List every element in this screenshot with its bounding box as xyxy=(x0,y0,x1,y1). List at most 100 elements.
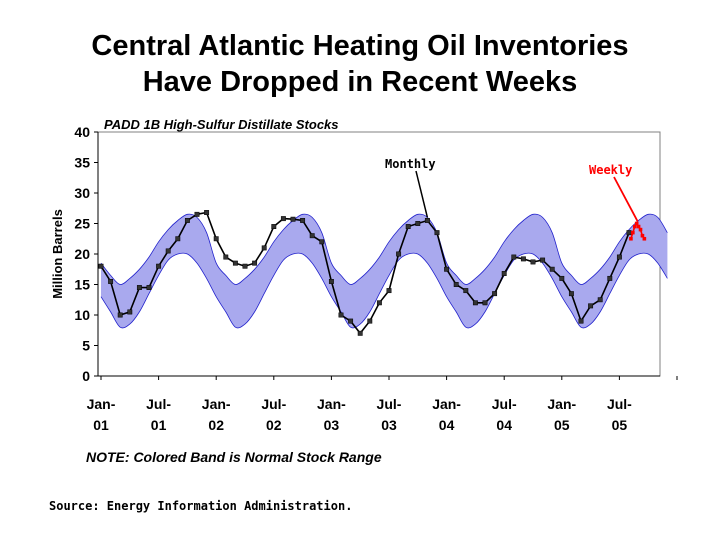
x-tick-label-month: Jan- xyxy=(202,396,231,412)
monthly-data-point xyxy=(348,318,354,324)
x-tick-label-month: Jul- xyxy=(261,396,286,412)
monthly-data-point xyxy=(175,236,181,242)
x-tick-label-month: Jul- xyxy=(377,396,402,412)
y-axis-label: Million Barrels xyxy=(50,209,65,299)
monthly-data-point xyxy=(117,312,123,318)
monthly-annotation-arrow xyxy=(415,170,429,218)
x-tick-label-year: 03 xyxy=(381,417,397,433)
monthly-data-point xyxy=(280,216,286,222)
monthly-data-point xyxy=(453,282,459,287)
monthly-data-point xyxy=(463,288,469,294)
monthly-data-point xyxy=(626,230,632,236)
x-tick-label-month: Jan- xyxy=(87,396,116,412)
monthly-data-point xyxy=(156,263,162,269)
monthly-data-point xyxy=(530,259,536,265)
y-tick-label: 20 xyxy=(74,246,90,262)
monthly-data-point xyxy=(501,271,507,276)
y-tick-label: 15 xyxy=(74,277,90,293)
y-tick-label: 10 xyxy=(74,307,90,323)
monthly-data-point xyxy=(367,318,373,324)
weekly-data-point xyxy=(638,227,643,232)
y-tick-label: 5 xyxy=(82,338,90,354)
monthly-data-point xyxy=(588,303,594,309)
chart-title-line-1: Central Atlantic Heating Oil Inventories xyxy=(91,30,629,62)
monthly-data-point xyxy=(597,297,603,303)
x-tick-label-month: Jul- xyxy=(607,396,632,412)
monthly-data-point xyxy=(309,233,315,239)
monthly-data-point xyxy=(559,275,565,281)
x-tick-label-year: 04 xyxy=(439,417,455,433)
monthly-data-point xyxy=(165,248,171,254)
y-tick-label: 25 xyxy=(74,216,90,232)
weekly-data-point xyxy=(636,224,641,229)
plot-area xyxy=(97,131,661,377)
monthly-data-point xyxy=(405,224,411,230)
monthly-data-point xyxy=(136,285,142,291)
x-tick-label-year: 05 xyxy=(554,417,570,433)
monthly-data-point xyxy=(472,300,478,306)
monthly-data-point xyxy=(146,285,152,291)
monthly-data-point xyxy=(511,254,517,260)
weekly-annotation-label: Weekly xyxy=(589,163,632,177)
x-tick-label-month: Jan- xyxy=(432,396,461,412)
x-tick-label-month: Jan- xyxy=(547,396,576,412)
monthly-data-point xyxy=(184,218,190,223)
x-tick-label-month: Jan- xyxy=(317,396,346,412)
monthly-data-point xyxy=(108,279,114,284)
monthly-data-point xyxy=(232,260,238,266)
monthly-data-point xyxy=(434,230,440,236)
chart-title-line-2: Have Dropped in Recent Weeks xyxy=(142,66,578,98)
weekly-data-point xyxy=(640,233,645,238)
monthly-data-point xyxy=(376,300,382,306)
monthly-data-point xyxy=(127,309,133,315)
monthly-data-point xyxy=(194,211,200,217)
y-tick-label: 30 xyxy=(74,185,90,201)
monthly-data-point xyxy=(357,330,363,336)
monthly-data-point xyxy=(386,288,392,294)
monthly-data-point xyxy=(319,239,325,245)
monthly-data-point xyxy=(213,236,219,242)
x-tick-label-year: 01 xyxy=(93,417,109,433)
monthly-data-point xyxy=(290,216,296,222)
x-tick-label-month: Jul- xyxy=(146,396,171,412)
monthly-data-point xyxy=(204,210,210,215)
chart-subtitle: PADD 1B High-Sulfur Distillate Stocks xyxy=(104,117,339,132)
y-tick-label: 35 xyxy=(74,155,90,171)
monthly-data-point xyxy=(415,221,421,226)
monthly-data-point xyxy=(607,275,613,281)
monthly-data-point xyxy=(444,266,450,272)
x-tick-label-year: 02 xyxy=(266,417,282,433)
weekly-data-point xyxy=(634,221,639,226)
weekly-data-point xyxy=(632,224,637,229)
monthly-data-point xyxy=(300,218,306,223)
monthly-data-point xyxy=(261,245,267,251)
monthly-data-point xyxy=(271,224,277,230)
monthly-data-point xyxy=(242,263,248,269)
x-tick-label-month: Jul- xyxy=(492,396,517,412)
monthly-data-point xyxy=(252,260,258,266)
weekly-data-point xyxy=(631,230,635,235)
monthly-data-point xyxy=(396,251,402,257)
chart-note: NOTE: Colored Band is Normal Stock Range xyxy=(86,449,382,465)
x-tick-label-year: 04 xyxy=(496,417,512,433)
monthly-data-point xyxy=(482,300,488,306)
monthly-data-point xyxy=(98,263,104,269)
source-credit: Source: Energy Information Administratio… xyxy=(49,499,353,513)
x-tick-label-year: 03 xyxy=(324,417,340,433)
monthly-data-point xyxy=(223,254,229,260)
monthly-data-point xyxy=(492,291,498,297)
normal-range-lower-edge xyxy=(100,252,668,329)
monthly-data-point xyxy=(549,266,555,272)
chart-title: Central Atlantic Heating Oil Inventories… xyxy=(0,28,720,100)
monthly-data-point xyxy=(424,218,430,223)
monthly-data-point xyxy=(568,291,574,297)
monthly-data-point xyxy=(540,257,546,263)
monthly-data-point xyxy=(616,254,622,260)
y-tick-label: 0 xyxy=(82,368,90,384)
monthly-annotation-label: Monthly xyxy=(385,157,436,171)
monthly-data-point xyxy=(338,312,344,318)
x-tick-label-year: 01 xyxy=(151,417,167,433)
weekly-data-point xyxy=(629,236,633,241)
y-tick-label: 40 xyxy=(74,124,90,140)
